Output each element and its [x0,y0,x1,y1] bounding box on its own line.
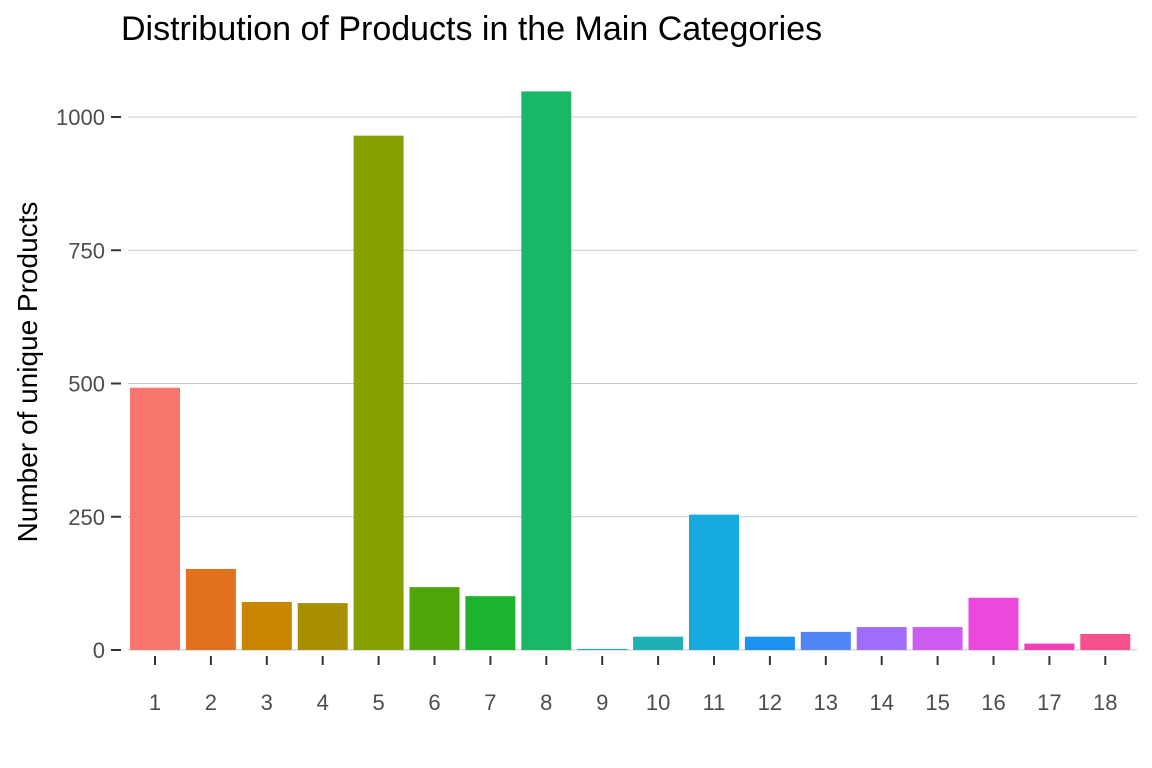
x-tick-label: 6 [428,690,440,715]
x-axis: 1 2 3 4 5 6 7 8 9 10 11 12 13 14 15 16 17 18 [149,656,1118,715]
bar-category-15 [912,627,963,650]
bar-category-14 [856,627,907,650]
bar-category-3 [241,602,292,650]
bar-category-5 [353,135,404,650]
x-tick-label: 3 [261,690,273,715]
bar-category-16 [968,597,1019,650]
chart-title: Distribution of Products in the Main Cat… [121,10,823,48]
x-tick-label: 16 [981,690,1005,715]
y-tick-label: 1000 [56,105,105,130]
bar-category-11 [689,514,739,650]
y-tick-label: 750 [68,238,105,263]
bar-category-12 [744,636,795,650]
x-tick-label: 2 [205,690,217,715]
bar-category-4 [297,603,348,650]
bar-category-18 [1080,634,1131,650]
x-tick-label: 9 [596,690,608,715]
bar-category-7 [465,596,516,650]
bars [130,91,1131,650]
x-tick-label: 5 [372,690,384,715]
x-tick-label: 7 [484,690,496,715]
x-tick-label: 8 [540,690,552,715]
x-tick-label: 11 [703,690,726,715]
bar-category-17 [1024,643,1075,650]
bar-category-1 [130,387,180,650]
x-tick-label: 10 [646,690,670,715]
y-axis-title: Number of unique Products [12,202,43,543]
y-axis: 0 250 500 750 1000 [56,105,121,663]
bar-category-6 [409,587,460,650]
y-tick-label: 0 [93,638,105,663]
bar-category-9 [577,648,628,650]
y-tick-label: 250 [68,505,105,530]
bar-category-10 [633,636,684,650]
bar-category-8 [521,91,572,650]
x-tick-label: 17 [1037,690,1061,715]
y-tick-label: 500 [68,372,105,397]
bar-category-13 [800,631,851,650]
bar-category-2 [185,568,236,650]
x-tick-label: 18 [1093,690,1117,715]
gridlines [128,116,1137,651]
x-tick-label: 12 [758,690,782,715]
x-tick-label: 14 [869,690,893,715]
x-tick-label: 1 [149,690,161,715]
x-tick-label: 4 [317,690,329,715]
x-tick-label: 15 [925,690,949,715]
x-tick-label: 13 [814,690,838,715]
